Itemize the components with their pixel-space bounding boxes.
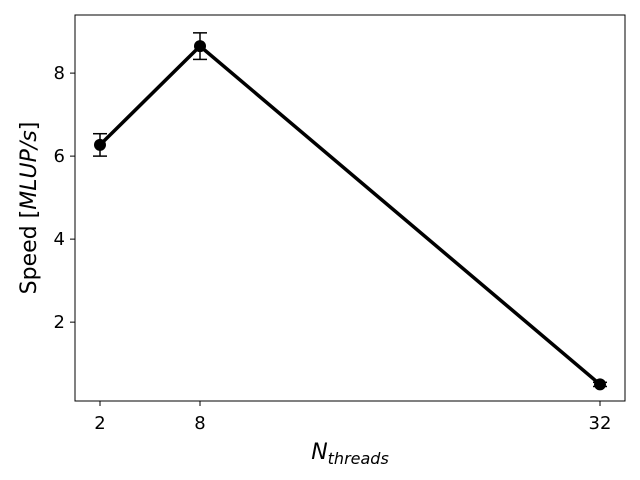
x-axis-label-main: N bbox=[311, 440, 327, 465]
y-tick-label: 8 bbox=[54, 63, 65, 84]
x-axis-label-subscript: threads bbox=[328, 449, 389, 468]
data-point bbox=[594, 378, 606, 391]
x-axis-ticks: 2 8 32 bbox=[94, 401, 611, 434]
y-axis-label-suffix: ] bbox=[17, 122, 42, 131]
y-tick-label: 6 bbox=[54, 146, 65, 167]
y-axis-label: Speed [MLUP/s] bbox=[17, 122, 42, 295]
data-point bbox=[94, 138, 106, 151]
series-layer bbox=[93, 32, 607, 391]
x-axis-label: Nthreads bbox=[311, 440, 389, 468]
y-axis-label-prefix: Speed [ bbox=[17, 210, 42, 295]
x-tick-label: 32 bbox=[589, 413, 612, 434]
y-axis-label-unit: MLUP/s bbox=[17, 130, 42, 209]
x-tick-label: 8 bbox=[194, 413, 205, 434]
y-axis-ticks: 2 4 6 8 bbox=[54, 63, 75, 333]
data-point bbox=[194, 40, 206, 53]
plot-area bbox=[74, 14, 626, 402]
x-tick-label: 2 bbox=[94, 413, 105, 434]
y-tick-label: 2 bbox=[54, 312, 65, 333]
y-tick-label: 4 bbox=[54, 229, 65, 250]
